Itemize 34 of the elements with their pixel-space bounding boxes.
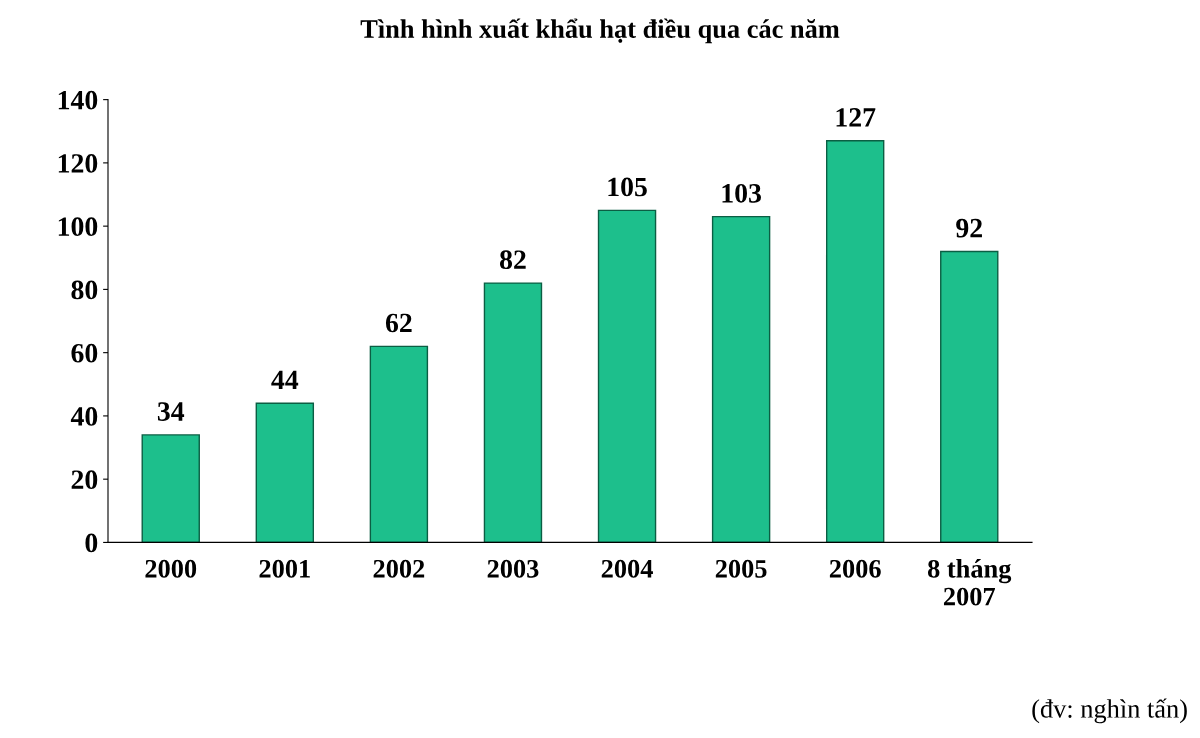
x-tick-label: 2003 — [487, 559, 539, 578]
y-tick-label: 0 — [85, 533, 98, 553]
x-tick-label: 2006 — [829, 559, 881, 578]
x-tick-label: 2002 — [373, 559, 425, 578]
bar — [369, 345, 429, 543]
x-tick-label: 2004 — [601, 559, 653, 578]
y-tick-label: 140 — [58, 90, 98, 110]
x-tick-label: 8 tháng 2007 — [927, 559, 1012, 606]
data-label: 62 — [385, 313, 412, 333]
bar — [597, 209, 657, 543]
data-label: 103 — [722, 183, 761, 203]
bar — [825, 140, 885, 543]
bar — [483, 282, 543, 543]
data-label: 127 — [836, 108, 876, 127]
data-label: 82 — [500, 250, 526, 270]
data-label: 44 — [271, 370, 299, 390]
data-label: 105 — [608, 177, 647, 197]
bar — [940, 250, 999, 543]
bar — [255, 402, 315, 543]
text: (đv: nghìn tấn) — [1032, 698, 1187, 724]
x-tick-label: 2000 — [145, 559, 197, 578]
data-label: 92 — [956, 218, 982, 238]
x-tick-label: 2001 — [259, 559, 310, 578]
chart-title: Tình hình xuất khẩu hạt điều qua các năm — [360, 18, 840, 44]
y-tick-label: 40 — [70, 407, 98, 426]
y-tick-label: 80 — [71, 280, 98, 300]
y-tick-label: 20 — [71, 470, 98, 490]
y-tick-label: 60 — [71, 343, 98, 363]
bar — [711, 215, 771, 543]
bar — [141, 434, 200, 543]
y-tick-label: 120 — [58, 154, 98, 173]
data-label: 34 — [157, 402, 185, 421]
y-tick-label: 100 — [58, 217, 98, 237]
x-tick-label: 2005 — [715, 559, 767, 578]
